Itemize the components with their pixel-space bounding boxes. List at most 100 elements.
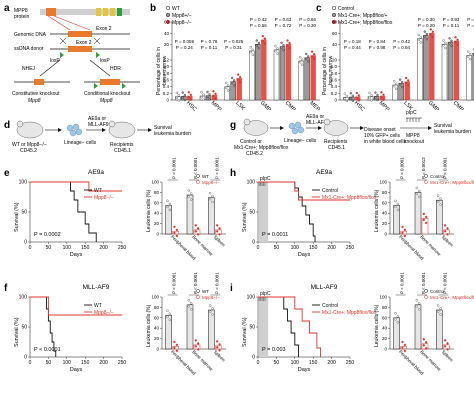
point-HSC-0	[343, 92, 346, 95]
point-HSC-0	[177, 99, 180, 102]
panel-g-outcome: Survival	[434, 123, 452, 129]
survival-pval: P = 0.0002	[34, 232, 61, 238]
pval-LSK-a: P = 0.025	[224, 39, 244, 44]
y-tick-label: 0.4	[163, 84, 170, 89]
bar-GMP-0	[249, 50, 255, 101]
survival-pval: P = 0.003	[262, 347, 286, 353]
panel-d-outcome-2: leukemia burden	[154, 131, 191, 137]
y-tick-label: 40	[164, 31, 170, 36]
panel-g-outcome-2: leukemia burden	[434, 129, 471, 135]
burden-point-1-0	[418, 302, 421, 305]
burden-legend-1: Mpp8−/−	[202, 295, 220, 300]
burden-point-0-1	[173, 225, 176, 229]
bar-LSK-1	[230, 81, 236, 101]
burden-point-2-0	[211, 313, 214, 316]
recipient-mouse-icon	[108, 121, 136, 139]
survival-curve-0	[30, 181, 97, 242]
survival-x-tick-label: 50	[274, 360, 280, 366]
burden-point-2-0	[211, 194, 214, 198]
survival-x-tick-label: 250	[346, 245, 355, 251]
point-MPP-0	[200, 91, 203, 94]
burden-y-tick-label: 100	[379, 295, 387, 300]
point-HSC-1	[183, 93, 186, 97]
burden-bar-2-1	[443, 344, 450, 350]
survival-legend-1: Mpp8−/−	[94, 310, 114, 316]
point-MPP-0	[202, 98, 205, 101]
survival-legend-1: Mx1-Cre+; Mpp8flox/flox	[322, 310, 377, 316]
point-GMP-0	[417, 33, 420, 37]
panel-d-donor: WT or Mpp8−/−	[12, 142, 47, 148]
burden-bar-2-0	[208, 309, 215, 350]
point-LSK-2	[407, 79, 410, 82]
pval-HSC-b: P = 0.24	[176, 45, 193, 50]
survival-y-tick-label: 0	[24, 240, 27, 246]
burden-point-1-0	[418, 189, 421, 193]
burden-point-0-0	[168, 202, 172, 206]
y-tick-label: 1.0	[331, 64, 338, 69]
panel-a-dna-label: Genomic DNA	[14, 32, 47, 38]
burden-point-2-0	[211, 307, 214, 310]
burden-bar-2-1	[443, 229, 450, 235]
survival-x-tick-label: 200	[327, 360, 336, 366]
burden-point-1-1	[194, 339, 197, 342]
burden-bar-2-1	[215, 345, 222, 350]
burden-pval-0: P < 0.0001	[400, 157, 405, 179]
burden-point-2-0	[439, 203, 442, 206]
panel-g-donor-3: CD45.2	[246, 151, 263, 157]
burden-legend-swatch-0	[196, 174, 200, 178]
point-GMP-1	[257, 41, 260, 45]
point-MEP-0	[467, 55, 470, 58]
y-tick-label: 0	[166, 98, 169, 103]
x-label-CMP: CMP	[452, 100, 465, 113]
y-tick-label: 0.2	[163, 91, 170, 96]
burden-point-0-1	[401, 225, 404, 229]
survival-x-tick-label: 0	[257, 245, 260, 251]
point-LSK-2	[239, 75, 242, 79]
survival-y-tick-label: 100	[247, 180, 256, 186]
burden-bar-0-0	[393, 205, 400, 235]
panel-d-schematic: WT or Mpp8−/− CD45.2 Lineage− cells AE9a…	[12, 116, 191, 154]
burden-y-tick-label: 60	[382, 200, 388, 205]
point-MEP-1	[305, 52, 308, 56]
burden-point-1-0	[190, 302, 193, 305]
point-MPP-1	[376, 98, 379, 102]
survival-x-tick-label: 250	[118, 360, 127, 366]
survival-x-label: Days	[298, 367, 311, 373]
y-tick-label: 1.2	[163, 58, 170, 63]
burden-y-tick-label: 20	[154, 221, 160, 226]
panel-c-ylabel: Percentage of cells in	[322, 47, 328, 95]
survival-y-tick-label: 50	[249, 325, 255, 331]
legend-c-1: Mx1-Cre+; Mpp8flox/+	[338, 13, 388, 19]
point-HSC-1	[349, 97, 352, 100]
panel-g-knockout: knockout	[404, 139, 425, 145]
pval-MEP-a: P = 0.66	[299, 17, 316, 22]
point-CMP-1	[450, 39, 453, 42]
pval-MEP-a: P = 0.63	[467, 17, 474, 22]
survival-title: MLL-AF9	[83, 284, 110, 291]
burden-point-1-1	[425, 221, 428, 225]
bar-GMP-0	[417, 38, 423, 101]
burden-bar-2-1	[215, 229, 222, 235]
point-MPP-0	[200, 96, 203, 99]
survival-x-tick-label: 50	[274, 245, 280, 251]
survival-x-tick-label: 50	[46, 245, 52, 251]
burden-bar-1-1	[421, 343, 429, 350]
burden-y-tick-label: 80	[154, 305, 160, 310]
point-HSC-0	[345, 94, 348, 98]
panel-g-recipients-2: CD45.1	[328, 145, 345, 151]
bar-GMP-1	[255, 44, 261, 101]
burden-point-2-1	[443, 339, 447, 342]
burden-legend-0: WT	[202, 174, 209, 179]
panel-a-outcome-left-2: Mpp8	[28, 98, 41, 104]
burden-bar-1-1	[193, 229, 201, 235]
survival-y-tick-label: 0	[252, 355, 255, 361]
point-LSK-2	[405, 76, 408, 80]
point-HSC-1	[351, 99, 354, 102]
burden-point-2-1	[446, 233, 449, 236]
point-LSK-0	[393, 80, 396, 83]
burden-legend-swatch-1	[424, 295, 428, 299]
survival-x-tick-label: 250	[346, 360, 355, 366]
